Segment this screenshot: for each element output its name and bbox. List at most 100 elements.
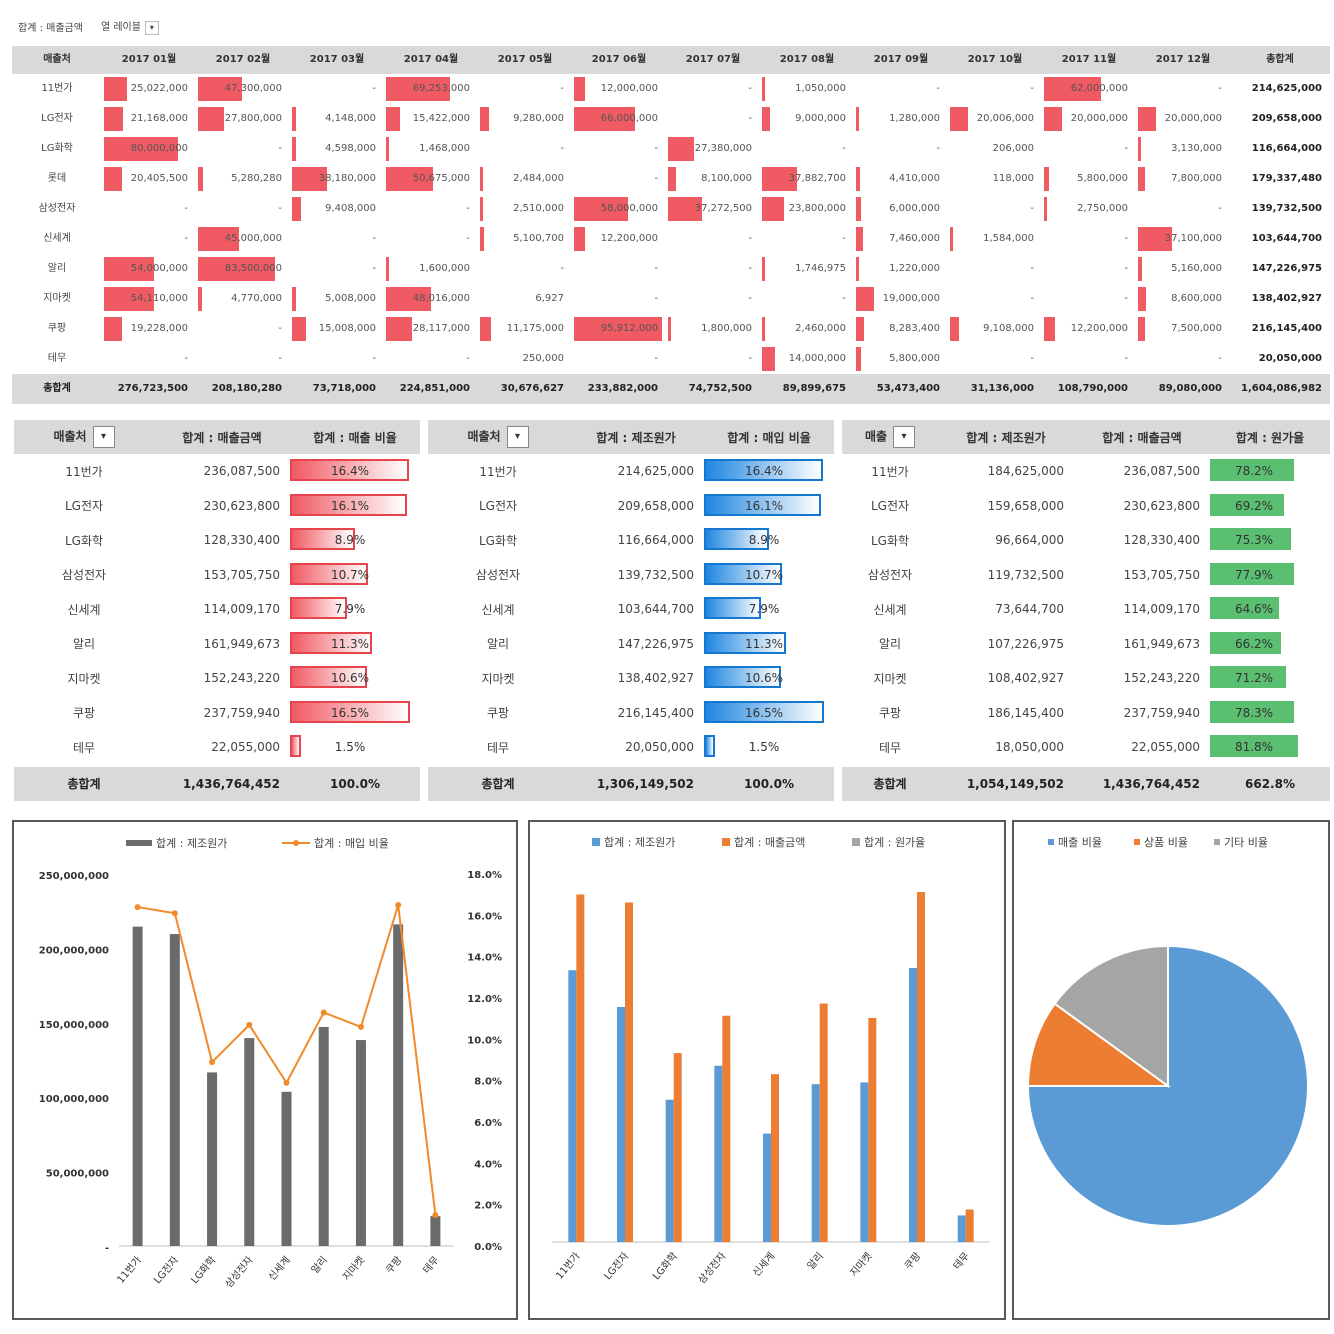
pivot-cell-value: 1,600,000 [419, 263, 470, 274]
pivot-data-bar [292, 317, 307, 341]
legend-swatch [592, 838, 600, 846]
table-row: 알리 107,226,975 161,949,673 66.2% [842, 627, 1330, 662]
pivot-data-bar [1138, 317, 1146, 341]
bar-sales [576, 894, 585, 1242]
bar-sales [917, 892, 925, 1242]
line-marker [357, 1023, 364, 1030]
legend-swatch [1048, 839, 1054, 845]
pivot-data-bar [856, 197, 862, 221]
ratio-pie-chart[interactable]: 매출 비율 상품 비율 기타 비율 [1012, 820, 1330, 1320]
pivot-cell: - [666, 284, 760, 314]
table-pct-value: 10.7% [330, 567, 370, 582]
table-row-name: 11번가 [871, 464, 909, 479]
table-pct-bar [704, 700, 824, 723]
legend-swatch [1214, 839, 1220, 845]
bar-cost [318, 1026, 329, 1246]
table-pct-value: 16.4% [744, 464, 784, 479]
table-row: LG전자 230,623,800 16.1% [14, 489, 420, 524]
pivot-cell: - [1042, 224, 1136, 254]
line-marker [171, 910, 178, 917]
line-marker [283, 1079, 290, 1086]
bar-sales [625, 902, 633, 1242]
pivot-cell-value: 1,468,000 [419, 143, 470, 154]
pivot-data-bar [104, 107, 124, 131]
cost-sales-bar-chart-svg: 합계 : 제조원가 합계 : 매출금액 합계 : 원가율 11번가 LG전자 LG화학 삼성… [552, 836, 990, 1286]
table-pct-cell: 10.6% [290, 666, 420, 690]
pivot-cell: - [102, 224, 196, 254]
filter-dropdown-icon[interactable]: ▾ [893, 426, 916, 448]
pivot-cell-value: 62,000,000 [1070, 83, 1128, 94]
table-row-name: 쿠팡 [72, 706, 96, 721]
table-total-label: 총합계 [481, 777, 515, 791]
filter-dropdown-icon[interactable]: ▾ [144, 21, 159, 35]
pivot-month-header: 2017 06월 [591, 54, 647, 65]
table-pct-cell: 81.8% [1210, 735, 1330, 759]
x-axis-label: LG전자 [602, 1250, 632, 1282]
table-pct-cell: 7.9% [704, 597, 834, 621]
pivot-cell-value: 2,484,000 [513, 173, 564, 184]
pivot-header-row: 매출처 2017 01월 2017 02월 2017 03월 2017 04월 2017 … [12, 46, 1330, 74]
pivot-cell-value: - [1218, 353, 1222, 364]
pivot-cell-value: - [184, 353, 188, 364]
table-header-name[interactable]: 매출 ▾ [842, 426, 938, 448]
pivot-cell: 83,500,000 [196, 254, 290, 284]
pivot-cell: 27,800,000 [196, 104, 290, 134]
table-pct-cell: 64.6% [1210, 597, 1330, 621]
pivot-row-total: 147,226,975 [1251, 263, 1322, 274]
pivot-data-bar [480, 107, 489, 131]
pivot-cell-value: - [1124, 233, 1128, 244]
pivot-cell-value: 250,000 [522, 353, 564, 364]
pivot-data-bar [950, 227, 953, 251]
pivot-cell-value: 27,800,000 [224, 113, 282, 124]
pivot-data-bar [386, 77, 451, 101]
pivot-row-total: 138,402,927 [1251, 293, 1322, 304]
table-pct-bar [1210, 666, 1287, 689]
pivot-row-label: 쿠팡 [47, 323, 67, 334]
filter-dropdown-icon[interactable]: ▾ [506, 426, 529, 448]
table-header-name[interactable]: 매출처 ▾ [14, 426, 154, 448]
pivot-cell: - [102, 194, 196, 224]
pivot-cell: 1,280,000 [854, 104, 948, 134]
pivot-data-bar [574, 317, 662, 341]
table-pct-cell: 78.3% [1210, 700, 1330, 725]
pivot-data-bar [292, 287, 297, 311]
table-header-name[interactable]: 매출처 ▾ [428, 426, 568, 448]
cost-sales-bar-chart[interactable]: 합계 : 제조원가 합계 : 매출금액 합계 : 원가율 11번가 LG전자 LG화학 삼성… [528, 820, 1006, 1320]
pivot-total-header: 총합계 [1266, 54, 1294, 65]
pivot-data-bar [1138, 227, 1173, 251]
pivot-cell: 62,000,000 [1042, 74, 1136, 104]
table-amount-value: 114,009,170 [1123, 602, 1200, 617]
pivot-cell-value: 2,750,000 [1077, 203, 1128, 214]
pivot-column-filter[interactable]: 열 레이블 ▾ [101, 18, 159, 35]
pivot-cell: 12,200,000 [572, 224, 666, 254]
pivot-grand-total-value: 224,851,000 [399, 383, 470, 394]
pivot-cell-value: - [1124, 263, 1128, 274]
pivot-cell-value: 45,000,000 [224, 233, 282, 244]
pivot-data-bar [950, 317, 959, 341]
filter-dropdown-icon[interactable]: ▾ [92, 426, 115, 448]
pivot-data-bar [668, 317, 671, 341]
cost-combo-chart[interactable]: 합계 : 제조원가 합계 : 매입 비율 250,000,000 200,000,00… [12, 820, 518, 1320]
table-pct-value: 11.3% [744, 636, 784, 651]
table-amount-value: 230,623,800 [1123, 498, 1200, 513]
table-row: 11번가 236,087,500 16.4% [14, 454, 420, 489]
table-row: LG전자 209,658,000 16.1% [428, 489, 834, 524]
pivot-cell: - [666, 224, 760, 254]
table-cost-value: 159,658,000 [987, 498, 1064, 513]
table-amount-value: 153,705,750 [1123, 567, 1200, 582]
pivot-row-header[interactable]: 매출처 [43, 54, 71, 65]
pivot-cell: 25,022,000 [102, 74, 196, 104]
pivot-data-bar [574, 107, 635, 131]
pivot-cell-value: 7,800,000 [1171, 173, 1222, 184]
table-pct-bar [1210, 493, 1285, 516]
table-total-cost: 1,054,149,502 [966, 776, 1064, 791]
table-pct-value: 66.2% [1234, 636, 1274, 651]
pivot-row-label: LG화학 [41, 143, 73, 154]
pivot-row-label: 알리 [47, 263, 67, 274]
pivot-cell-value: - [1124, 353, 1128, 364]
table-row: 지마켓 152,243,220 10.6% [14, 661, 420, 696]
table-row: 삼성전자 153,705,750 10.7% [14, 558, 420, 593]
x-axis-label: 삼성전자 [696, 1250, 729, 1286]
pivot-cell-value: - [278, 143, 282, 154]
pivot-cell: - [948, 284, 1042, 314]
